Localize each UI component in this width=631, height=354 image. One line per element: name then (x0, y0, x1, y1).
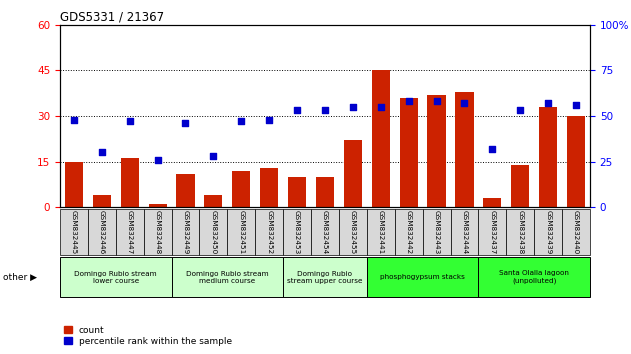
Text: Domingo Rubio stream
lower course: Domingo Rubio stream lower course (74, 270, 157, 284)
Bar (177, 174, 194, 207)
Text: GSM832441: GSM832441 (378, 210, 384, 255)
Bar (88, 209, 115, 255)
Text: Domingo Rubio stream
medium course: Domingo Rubio stream medium course (186, 270, 269, 284)
Bar (121, 159, 139, 207)
Text: GDS5331 / 21367: GDS5331 / 21367 (60, 11, 164, 24)
Text: GSM832452: GSM832452 (266, 210, 272, 255)
Bar (367, 257, 478, 297)
Bar (478, 209, 506, 255)
Point (153, 157, 163, 162)
Bar (227, 209, 255, 255)
Text: GSM832449: GSM832449 (182, 210, 189, 255)
Bar (283, 257, 367, 297)
Bar (562, 209, 590, 255)
Bar (511, 165, 529, 207)
Text: other ▶: other ▶ (3, 273, 37, 281)
Text: GSM832448: GSM832448 (155, 210, 160, 255)
Text: GSM832438: GSM832438 (517, 210, 523, 255)
Bar (339, 209, 367, 255)
Bar (539, 107, 557, 207)
Text: GSM832453: GSM832453 (294, 210, 300, 255)
Point (459, 100, 469, 106)
Text: GSM832451: GSM832451 (239, 210, 244, 255)
Bar (172, 257, 283, 297)
Text: Domingo Rubio
stream upper course: Domingo Rubio stream upper course (287, 270, 363, 284)
Point (320, 108, 330, 113)
Point (487, 146, 497, 152)
Legend: count, percentile rank within the sample: count, percentile rank within the sample (64, 326, 232, 346)
Bar (395, 209, 423, 255)
Bar (115, 209, 144, 255)
Point (69, 117, 79, 122)
Text: GSM832443: GSM832443 (433, 210, 440, 255)
Bar (534, 209, 562, 255)
Point (97, 150, 107, 155)
Text: GSM832437: GSM832437 (490, 210, 495, 255)
Point (180, 120, 191, 126)
Bar (148, 204, 167, 207)
Bar (255, 209, 283, 255)
Text: GSM832446: GSM832446 (99, 210, 105, 255)
Point (208, 153, 218, 159)
Bar (399, 98, 418, 207)
Bar (567, 116, 585, 207)
Text: phosphogypsum stacks: phosphogypsum stacks (380, 274, 465, 280)
Point (432, 98, 442, 104)
Bar (344, 140, 362, 207)
Point (543, 100, 553, 106)
Bar (311, 209, 339, 255)
Bar (232, 171, 251, 207)
Point (515, 108, 525, 113)
Bar (427, 95, 445, 207)
Bar (93, 195, 111, 207)
Bar (260, 167, 278, 207)
Text: GSM832442: GSM832442 (406, 210, 411, 255)
Bar (204, 195, 223, 207)
Text: GSM832439: GSM832439 (545, 210, 551, 255)
Bar (60, 257, 172, 297)
Bar (65, 161, 83, 207)
Text: GSM832445: GSM832445 (71, 210, 77, 255)
Bar (60, 209, 88, 255)
Point (236, 119, 246, 124)
Bar (199, 209, 227, 255)
Bar (506, 209, 534, 255)
Bar (372, 70, 390, 207)
Point (264, 117, 274, 122)
Text: GSM832454: GSM832454 (322, 210, 328, 255)
Bar (144, 209, 172, 255)
Point (404, 98, 414, 104)
Bar (423, 209, 451, 255)
Bar (456, 92, 473, 207)
Text: GSM832455: GSM832455 (350, 210, 356, 255)
Bar (451, 209, 478, 255)
Bar (316, 177, 334, 207)
Bar (478, 257, 590, 297)
Text: GSM832444: GSM832444 (461, 210, 468, 255)
Bar (483, 198, 502, 207)
Bar (172, 209, 199, 255)
Point (375, 104, 386, 110)
Point (571, 102, 581, 108)
Bar (283, 209, 311, 255)
Bar (288, 177, 306, 207)
Point (292, 108, 302, 113)
Text: GSM832450: GSM832450 (210, 210, 216, 255)
Point (348, 104, 358, 110)
Text: GSM832440: GSM832440 (573, 210, 579, 255)
Point (125, 119, 135, 124)
Bar (367, 209, 395, 255)
Text: GSM832447: GSM832447 (127, 210, 133, 255)
Text: Santa Olalla lagoon
(unpolluted): Santa Olalla lagoon (unpolluted) (499, 270, 569, 284)
